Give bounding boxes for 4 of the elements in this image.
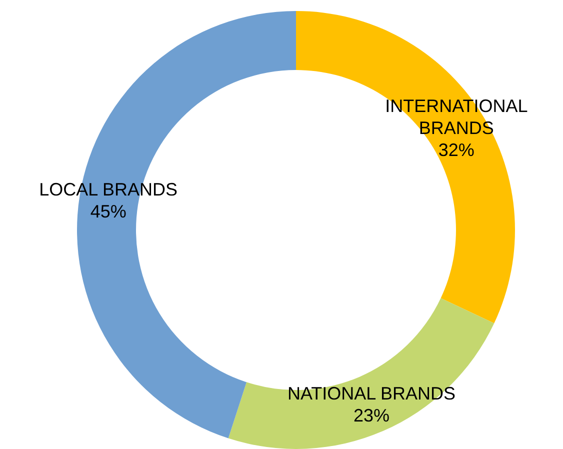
data-label: 23%	[353, 405, 390, 426]
donut-slice	[228, 298, 494, 449]
data-label: 45%	[90, 201, 126, 222]
data-label: 32%	[438, 140, 474, 160]
